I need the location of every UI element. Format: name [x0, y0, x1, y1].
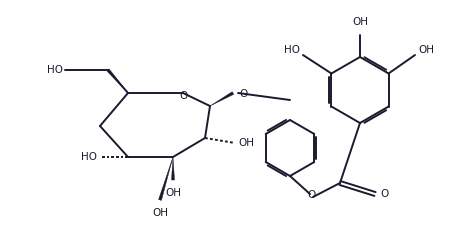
Text: OH: OH: [238, 138, 254, 148]
Text: O: O: [180, 91, 188, 101]
Polygon shape: [107, 69, 128, 93]
Polygon shape: [158, 157, 173, 200]
Polygon shape: [210, 92, 234, 106]
Polygon shape: [171, 157, 175, 180]
Text: HO: HO: [284, 45, 300, 55]
Text: OH: OH: [418, 45, 434, 55]
Text: OH: OH: [352, 17, 368, 27]
Text: OH: OH: [165, 188, 181, 198]
Text: HO: HO: [47, 65, 63, 75]
Text: O: O: [380, 189, 388, 199]
Text: OH: OH: [152, 208, 168, 218]
Text: O: O: [239, 89, 247, 99]
Text: O: O: [307, 190, 315, 200]
Text: HO: HO: [81, 152, 97, 162]
